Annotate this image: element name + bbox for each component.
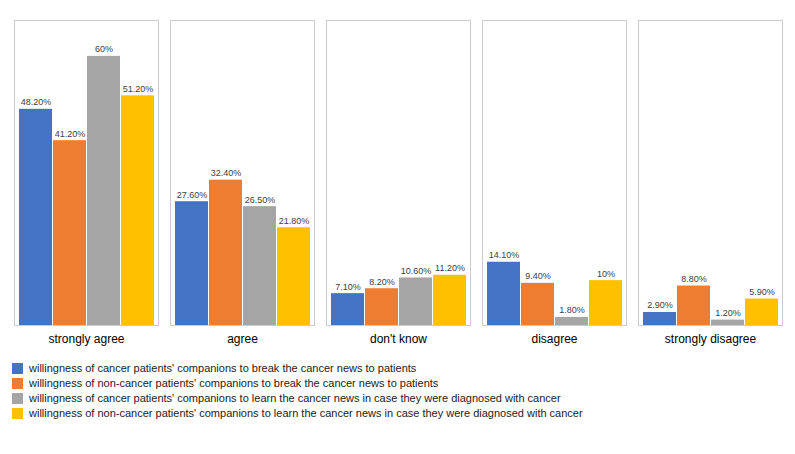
svg-text:disagree: disagree (531, 332, 577, 346)
svg-text:21.80%: 21.80% (279, 216, 310, 226)
svg-text:32.40%: 32.40% (211, 168, 242, 178)
svg-text:10%: 10% (597, 269, 615, 279)
svg-text:1.20%: 1.20% (715, 308, 741, 318)
svg-text:8.20%: 8.20% (369, 277, 395, 287)
svg-text:10.60%: 10.60% (401, 266, 432, 276)
svg-text:strongly disagree: strongly disagree (665, 332, 757, 346)
html-text:willingness of cancer patients: willingness of cancer patients' companio… (29, 392, 561, 404)
html-text:willingness of non-cancer pati: willingness of non-cancer patients' comp… (29, 377, 439, 389)
svg-text:48.20%: 48.20% (21, 97, 52, 107)
svg-text:41.20%: 41.20% (55, 129, 86, 139)
svg-text:5.90%: 5.90% (749, 287, 775, 297)
html-text:willingness of non-cancer pati: willingness of non-cancer patients' comp… (29, 407, 583, 419)
svg-text:agree: agree (227, 332, 258, 346)
svg-text:27.60%: 27.60% (177, 190, 208, 200)
svg-text:don't know: don't know (370, 332, 427, 346)
svg-text:7.10%: 7.10% (335, 282, 361, 292)
svg-text:9.40%: 9.40% (525, 271, 551, 281)
svg-text:60%: 60% (95, 44, 113, 54)
svg-text:51.20%: 51.20% (123, 84, 154, 94)
svg-text:8.80%: 8.80% (681, 274, 707, 284)
svg-text:strongly agree: strongly agree (48, 332, 124, 346)
svg-text:11.20%: 11.20% (435, 263, 465, 273)
svg-text:14.10%: 14.10% (489, 250, 520, 260)
html-text:willingness of cancer patients: willingness of cancer patients' companio… (29, 362, 417, 374)
svg-text:1.80%: 1.80% (559, 305, 585, 315)
svg-text:26.50%: 26.50% (245, 195, 276, 205)
svg-text:2.90%: 2.90% (647, 300, 673, 310)
